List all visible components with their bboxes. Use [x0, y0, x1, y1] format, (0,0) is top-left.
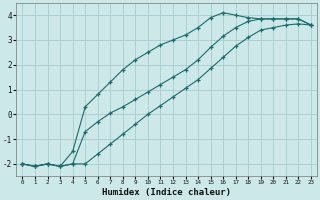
X-axis label: Humidex (Indice chaleur): Humidex (Indice chaleur): [102, 188, 231, 197]
